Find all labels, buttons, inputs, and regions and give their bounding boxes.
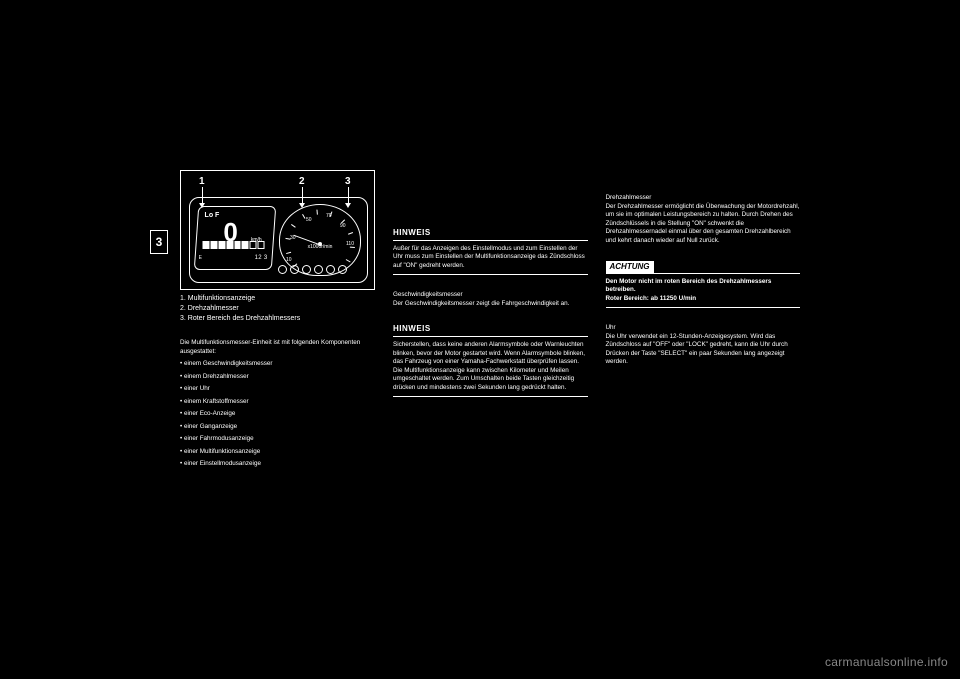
section-tab: 3: [150, 230, 168, 254]
col1-bullet: • einer Uhr: [180, 385, 375, 394]
lcd-display: Lo F 0 km/h E 12 3: [194, 206, 276, 270]
column-3: Drehzahlmesser Der Drehzahlmesser ermögl…: [606, 170, 801, 590]
warning-lights: [278, 265, 347, 274]
instrument-cluster: Lo F 0 km/h E 12 3 x1000r/min: [189, 197, 368, 283]
col1-bullet: • einer Multifunktionsanzeige: [180, 448, 375, 457]
column-2: HINWEIS Außer für das Anzeigen des Einst…: [393, 170, 588, 590]
instrument-cluster-figure: 1 2 3 Lo F 0 km/h: [180, 170, 375, 290]
col1-bullet: • einer Fahrmodusanzeige: [180, 435, 375, 444]
speedometer-para: Geschwindigkeitsmesser Der Geschwindigke…: [393, 291, 588, 308]
hinweis-heading: HINWEIS: [393, 324, 588, 337]
hinweis-body: Außer für das Anzeigen des Einstellmodus…: [393, 245, 588, 271]
hinweis-heading: HINWEIS: [393, 228, 588, 241]
achtung-body: Den Motor nicht im roten Bereich des Dre…: [606, 278, 801, 304]
figure-legend: 1. Multifunktionsanzeige 2. Drehzahlmess…: [180, 294, 375, 323]
divider: [606, 307, 801, 308]
col1-bullet: • einer Einstellmodusanzeige: [180, 460, 375, 469]
tacho-needle: [293, 234, 320, 245]
col1-bullet: • einer Eco-Anzeige: [180, 410, 375, 419]
gear-indicator: Lo F: [205, 211, 220, 220]
tacho-para: Drehzahlmesser Der Drehzahlmesser ermögl…: [606, 194, 801, 245]
odometer: 12 3: [255, 254, 268, 262]
legend-item: 1. Multifunktionsanzeige: [180, 294, 375, 303]
col1-bullet: • einem Kraftstoffmesser: [180, 398, 375, 407]
col1-bullet: • einer Ganganzeige: [180, 423, 375, 432]
fuel-e-label: E: [199, 255, 202, 262]
col1-intro: Die Multifunktionsmesser-Einheit ist mit…: [180, 339, 375, 356]
divider: [393, 396, 588, 397]
legend-item: 2. Drehzahlmesser: [180, 304, 375, 313]
section-number: 3: [156, 235, 163, 249]
hinweis-body: Sicherstellen, dass keine anderen Alarms…: [393, 341, 588, 392]
content-columns: 1 2 3 Lo F 0 km/h: [180, 170, 800, 590]
watermark: carmanualsonline.info: [825, 655, 948, 669]
divider: [393, 274, 588, 275]
manual-page: 3 1 2 3 Lo F 0: [0, 0, 960, 679]
clock-para: Uhr Die Uhr verwendet ein 12-Stunden-Anz…: [606, 324, 801, 367]
col1-bullet: • einem Geschwindigkeitsmesser: [180, 360, 375, 369]
column-1: 1 2 3 Lo F 0 km/h: [180, 170, 375, 590]
col1-bullet: • einem Drehzahlmesser: [180, 373, 375, 382]
legend-item: 3. Roter Bereich des Drehzahlmessers: [180, 314, 375, 323]
achtung-label: ACHTUNG: [606, 261, 654, 274]
fuel-gauge: [203, 241, 265, 249]
